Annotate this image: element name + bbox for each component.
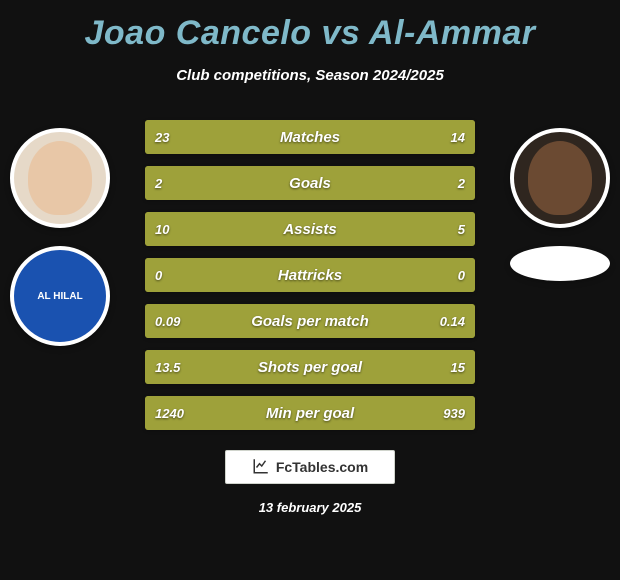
stat-label: Min per goal <box>145 396 475 430</box>
stat-row: 0.090.14Goals per match <box>145 304 475 338</box>
stat-row: 105Assists <box>145 212 475 246</box>
club-left-label: AL HILAL <box>37 291 82 302</box>
stat-label: Assists <box>145 212 475 246</box>
branding-badge[interactable]: FcTables.com <box>225 450 395 484</box>
stat-label: Matches <box>145 120 475 154</box>
stat-label: Hattricks <box>145 258 475 292</box>
page-subtitle: Club competitions, Season 2024/2025 <box>10 67 610 84</box>
club-left-logo: AL HILAL <box>10 246 110 346</box>
chart-icon <box>252 457 270 478</box>
page-title: Joao Cancelo vs Al-Ammar <box>10 14 610 53</box>
player-right-avatar <box>510 128 610 228</box>
stat-row: 00Hattricks <box>145 258 475 292</box>
stat-row: 22Goals <box>145 166 475 200</box>
left-avatar-column: AL HILAL <box>10 128 110 346</box>
player-right-head-icon <box>528 141 592 215</box>
player-left-avatar <box>10 128 110 228</box>
stat-label: Goals per match <box>145 304 475 338</box>
stat-row: 13.515Shots per goal <box>145 350 475 384</box>
stat-label: Goals <box>145 166 475 200</box>
comparison-card: Joao Cancelo vs Al-Ammar Club competitio… <box>0 0 620 580</box>
stat-label: Shots per goal <box>145 350 475 384</box>
player-left-head-icon <box>28 141 92 215</box>
club-right-logo-placeholder <box>510 246 610 281</box>
stat-row: 2314Matches <box>145 120 475 154</box>
branding-label: FcTables.com <box>276 459 368 475</box>
right-avatar-column <box>510 128 610 281</box>
date-label: 13 february 2025 <box>10 500 610 515</box>
stat-row: 1240939Min per goal <box>145 396 475 430</box>
stats-table: 2314Matches 22Goals 105Assists 00Hattricks 0… <box>145 120 475 430</box>
